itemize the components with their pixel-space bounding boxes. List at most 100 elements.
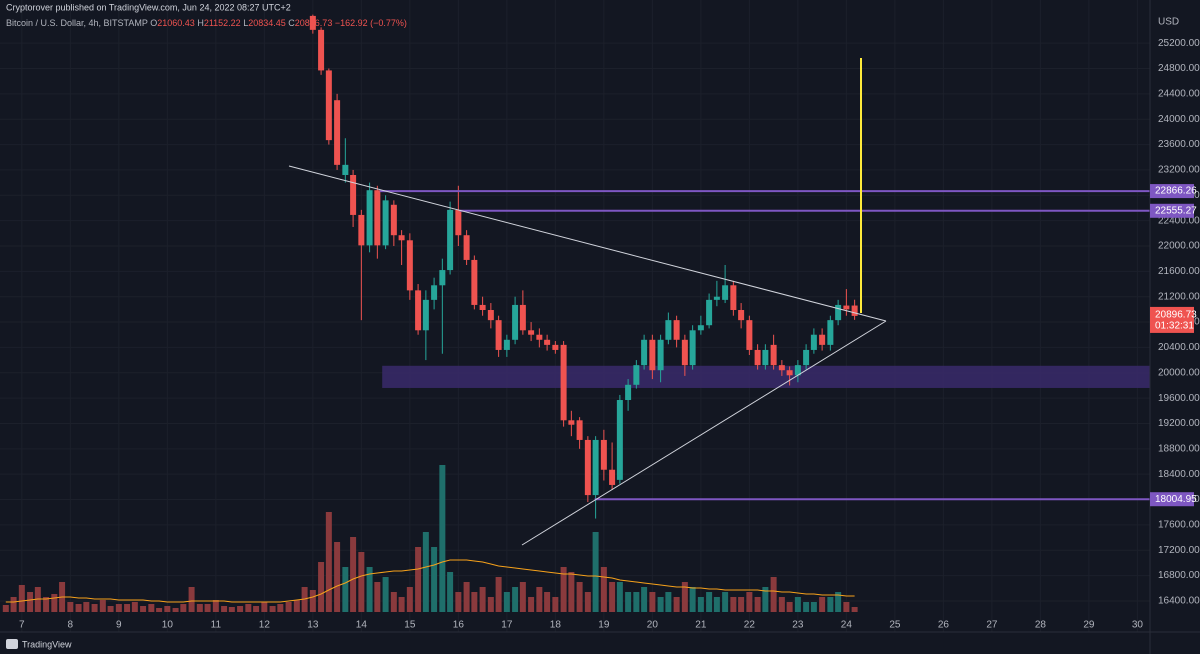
candle-body: [431, 285, 438, 300]
candle-body: [625, 384, 632, 401]
x-tick-label: 18: [550, 620, 562, 631]
volume-bar: [415, 547, 422, 612]
candle-body: [374, 190, 381, 246]
volume-bar: [576, 582, 583, 612]
volume-bar: [722, 592, 729, 612]
volume-bar: [463, 582, 470, 612]
level-label: 18004.95: [1155, 494, 1197, 505]
candle-body: [649, 339, 656, 371]
x-tick-label: 19: [598, 620, 610, 631]
volume-bar: [285, 602, 292, 612]
volume-bar: [51, 594, 58, 612]
volume-bar: [325, 512, 332, 612]
volume-bar: [649, 592, 656, 612]
header: Cryptorover published on TradingView.com…: [6, 2, 291, 12]
y-tick-label: 23200.00: [1158, 165, 1200, 176]
candle-body: [366, 190, 373, 246]
candle-body: [487, 310, 494, 321]
candle-body: [512, 304, 519, 340]
candle-body: [382, 200, 389, 246]
candle-body: [398, 235, 405, 241]
x-tick-label: 15: [404, 620, 416, 631]
volume-bar: [544, 592, 551, 612]
candle-body: [455, 209, 462, 236]
candle-body: [810, 334, 817, 350]
volume-bar: [261, 602, 268, 612]
y-tick-label: 23600.00: [1158, 139, 1200, 150]
candle-body: [576, 420, 583, 440]
y-tick-label: 24000.00: [1158, 114, 1200, 125]
y-tick-label: 17600.00: [1158, 520, 1200, 531]
y-tick-label: 18400.00: [1158, 469, 1200, 480]
candle-body: [584, 439, 591, 496]
level-label-box: [1150, 492, 1194, 507]
y-tick-label: 19600.00: [1158, 393, 1200, 404]
x-tick-label: 8: [68, 620, 74, 631]
volume-bar: [390, 592, 397, 612]
y-tick-label: 22000.00: [1158, 241, 1200, 252]
level-label: 22555.27: [1155, 205, 1197, 216]
c-value: 20896.73: [295, 18, 333, 28]
candle-body: [342, 164, 349, 175]
candle-body: [334, 100, 341, 165]
volume-bar: [99, 600, 106, 612]
y-tick-label: 25200.00: [1158, 38, 1200, 49]
volume-bar: [641, 587, 648, 612]
volume-bar: [358, 552, 365, 612]
candle-body: [762, 349, 769, 366]
candle-body: [738, 310, 745, 321]
candle-body: [528, 330, 535, 335]
candle-body: [536, 334, 543, 340]
candle-body: [673, 320, 680, 340]
y-tick-label: 17200.00: [1158, 545, 1200, 556]
volume-bar: [221, 606, 228, 612]
volume-bar: [697, 597, 704, 612]
volume-bar: [83, 602, 90, 612]
volume-bar: [180, 604, 187, 612]
candle-body: [560, 344, 567, 421]
candle-body: [503, 339, 510, 350]
candle-body: [406, 240, 413, 291]
volume-bar: [600, 567, 607, 612]
volume-bar: [293, 600, 300, 612]
volume-bar: [803, 602, 810, 612]
x-tick-label: 16: [453, 620, 465, 631]
candle-body: [350, 174, 357, 215]
x-tick-label: 14: [356, 620, 368, 631]
volume-bar: [27, 592, 34, 612]
y-tick-label: 16400.00: [1158, 596, 1200, 607]
volume-bar: [625, 592, 632, 612]
volume-bar: [843, 602, 850, 612]
y-tick-label: 21600.00: [1158, 266, 1200, 277]
y-tick-label: 19200.00: [1158, 418, 1200, 429]
h-value: 21152.22: [204, 18, 241, 28]
candle-body: [713, 296, 720, 300]
x-tick-label: 11: [211, 620, 222, 631]
last-price-label: 20896.73: [1155, 310, 1197, 321]
last-price-box: [1150, 306, 1194, 333]
candle-body: [681, 339, 688, 366]
candle-body: [592, 439, 599, 496]
volume-bar: [568, 572, 575, 612]
footer: TradingView: [22, 639, 72, 649]
candle-body: [616, 400, 623, 480]
volume-bar: [228, 607, 235, 612]
candle-body: [843, 305, 850, 310]
volume-bar: [592, 532, 599, 612]
volume-bar: [398, 597, 405, 612]
candle-body: [665, 320, 672, 340]
volume-bar: [237, 606, 244, 612]
volume-bar: [334, 542, 341, 612]
volume-bar: [552, 597, 559, 612]
volume-bar: [819, 597, 826, 612]
candle-body: [309, 15, 316, 30]
plot: [2, 14, 1150, 612]
h-letter: H: [197, 18, 204, 28]
volume-bar: [2, 605, 9, 612]
y-tick-label: 20400.00: [1158, 342, 1200, 353]
candle-body: [471, 259, 478, 305]
volume-bar: [269, 606, 276, 612]
volume-bar: [706, 592, 713, 612]
volume-bar: [431, 547, 438, 612]
candle-body: [318, 29, 325, 71]
